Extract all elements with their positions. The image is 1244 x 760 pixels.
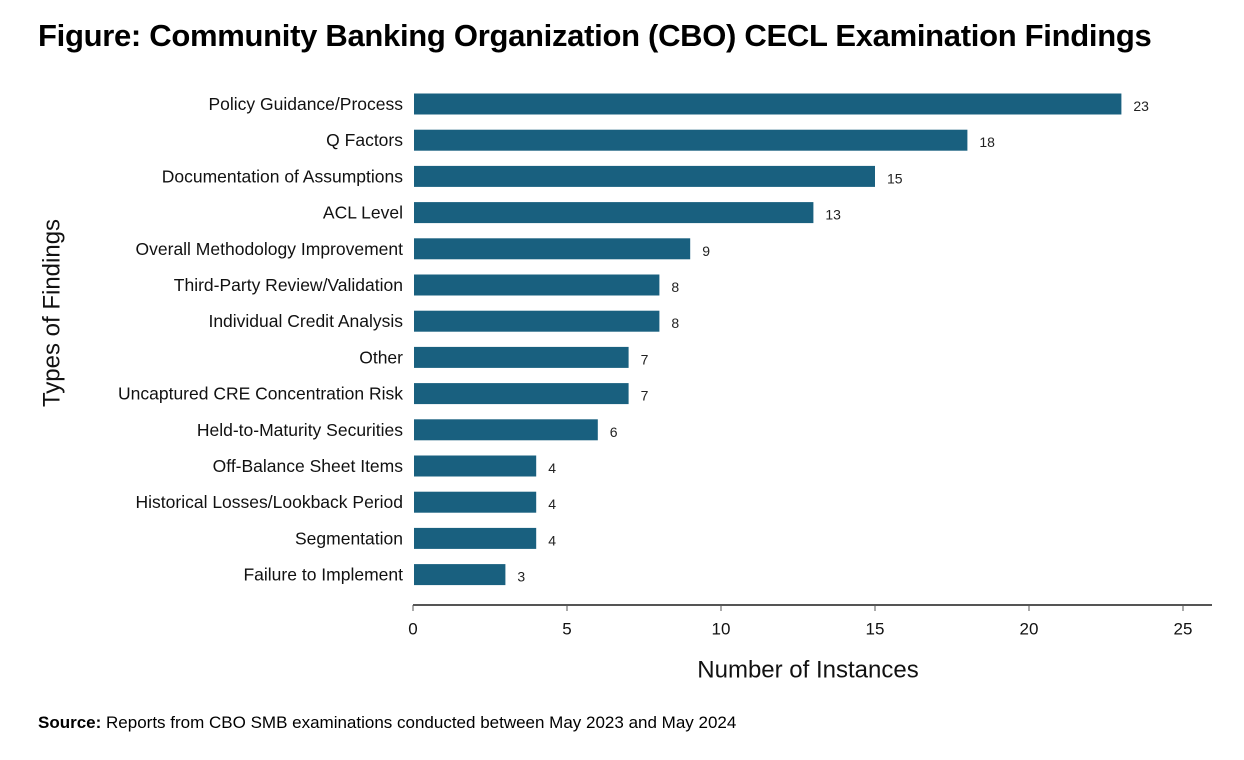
- source-note: Source: Reports from CBO SMB examination…: [38, 713, 736, 733]
- category-label: Documentation of Assumptions: [162, 166, 403, 186]
- data-label: 7: [641, 388, 649, 404]
- category-label: Uncaptured CRE Concentration Risk: [118, 384, 403, 404]
- bar-chart: Policy Guidance/Process 23 Q Factors 18 Docu…: [39, 93, 1212, 684]
- data-label: 15: [887, 170, 903, 186]
- bar: [414, 564, 506, 586]
- x-tick-label: 5: [562, 620, 571, 639]
- chart-title: Figure: Community Banking Organization (…: [38, 18, 1152, 53]
- source-text: Reports from CBO SMB examinations conduc…: [106, 713, 737, 732]
- bar: [414, 419, 598, 441]
- data-label: 4: [548, 460, 556, 476]
- bar: [414, 310, 660, 332]
- bar: [414, 383, 629, 405]
- data-label: 9: [702, 243, 710, 259]
- data-label: 23: [1133, 98, 1149, 114]
- category-label: Failure to Implement: [243, 565, 403, 585]
- bar: [414, 346, 629, 368]
- data-label: 8: [671, 315, 679, 331]
- x-tick-label: 15: [866, 620, 885, 639]
- bar: [414, 274, 660, 296]
- x-tick-label: 0: [408, 620, 417, 639]
- x-tick-label: 20: [1020, 620, 1039, 639]
- bar: [414, 93, 1122, 115]
- bar: [414, 455, 537, 477]
- x-tick-label: 25: [1174, 620, 1193, 639]
- bar: [414, 165, 875, 187]
- y-axis-title: Types of Findings: [39, 219, 66, 407]
- bar: [414, 491, 537, 513]
- bar: [414, 129, 968, 151]
- category-label: ACL Level: [323, 203, 403, 223]
- category-label: Segmentation: [295, 528, 403, 548]
- data-label: 13: [825, 207, 841, 223]
- category-label: Individual Credit Analysis: [208, 311, 403, 331]
- category-label: Other: [359, 347, 403, 367]
- category-label: Historical Losses/Lookback Period: [136, 492, 404, 512]
- x-axis-title: Number of Instances: [697, 657, 918, 684]
- category-label: Held-to-Maturity Securities: [197, 420, 403, 440]
- category-label: Overall Methodology Improvement: [136, 239, 404, 259]
- data-label: 7: [641, 351, 649, 367]
- data-label: 4: [548, 496, 556, 512]
- category-label: Third-Party Review/Validation: [174, 275, 403, 295]
- data-label: 3: [517, 569, 525, 585]
- source-label: Source:: [38, 713, 102, 732]
- bar: [414, 527, 537, 549]
- category-label: Q Factors: [326, 130, 403, 150]
- data-label: 4: [548, 532, 556, 548]
- data-label: 8: [671, 279, 679, 295]
- category-label: Policy Guidance/Process: [208, 94, 403, 114]
- bar: [414, 202, 814, 224]
- bar: [414, 238, 691, 260]
- category-label: Off-Balance Sheet Items: [213, 456, 404, 476]
- data-label: 18: [979, 134, 995, 150]
- data-label: 6: [610, 424, 618, 440]
- x-tick-label: 10: [712, 620, 731, 639]
